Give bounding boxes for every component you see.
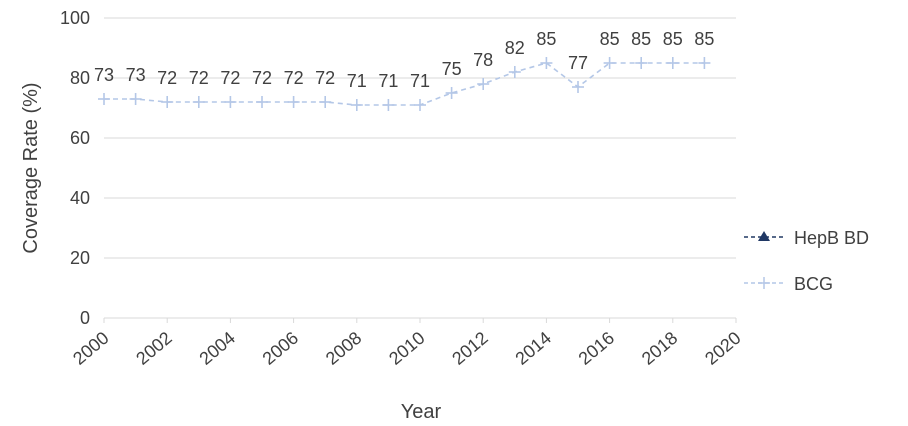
legend-label-hepb-bd: HepB BD: [794, 228, 869, 248]
grid-layer: [104, 17, 736, 319]
data-label: 72: [220, 68, 240, 88]
x-tick-label: 2004: [195, 328, 239, 369]
data-point: [414, 99, 426, 111]
legend-item-bcg: BCG: [744, 274, 833, 294]
x-tick-label: 2018: [638, 328, 682, 369]
data-label: 82: [505, 38, 525, 58]
x-tick-label: 2002: [132, 328, 176, 369]
data-label: 71: [347, 71, 367, 91]
data-label: 85: [600, 29, 620, 49]
legend-triangle-marker-icon: [758, 231, 770, 241]
x-tick-label: 2014: [511, 328, 555, 369]
data-label: 72: [252, 68, 272, 88]
data-point: [572, 81, 584, 93]
data-label: 78: [473, 50, 493, 70]
y-tick-label: 0: [80, 308, 90, 328]
x-tick-label: 2006: [259, 328, 303, 369]
data-point: [319, 96, 332, 108]
data-point: [161, 96, 174, 108]
y-tick-label: 100: [60, 8, 90, 28]
data-point: [508, 66, 521, 78]
data-point: [98, 93, 110, 105]
y-tick-label: 20: [70, 248, 90, 268]
data-point: [382, 99, 395, 111]
data-point: [192, 96, 205, 108]
data-point: [445, 87, 458, 99]
data-point: [350, 99, 363, 111]
x-tick-label: 2020: [701, 328, 745, 369]
data-label: 73: [126, 65, 146, 85]
series-layer: [98, 57, 711, 111]
data-point: [635, 57, 648, 69]
x-tick-label: 2008: [322, 328, 366, 369]
data-point: [256, 96, 268, 108]
legend: HepB BD BCG: [744, 228, 869, 294]
x-tick-label: 2010: [385, 328, 429, 369]
x-tick-label: 2016: [575, 328, 619, 369]
data-label-layer: 73 73 72 72 72 72 72 72 71 71 71 75 78 82 85 77 85 85 85 85: [94, 29, 714, 91]
data-label: 75: [442, 59, 462, 79]
y-tick-label: 60: [70, 128, 90, 148]
data-label: 71: [410, 71, 430, 91]
x-tick-label: 2012: [448, 328, 492, 369]
data-label: 85: [631, 29, 651, 49]
data-label: 72: [284, 68, 304, 88]
data-label: 72: [189, 68, 209, 88]
legend-item-hepb-bd: HepB BD: [744, 228, 869, 248]
data-label: 73: [94, 65, 114, 85]
data-label: 72: [315, 68, 335, 88]
legend-label-bcg: BCG: [794, 274, 833, 294]
data-point: [477, 78, 490, 90]
data-point: [540, 57, 553, 69]
data-point: [698, 57, 711, 69]
data-label: 72: [157, 68, 177, 88]
y-tick-label: 80: [70, 68, 90, 88]
data-point: [603, 57, 616, 69]
data-label: 85: [536, 29, 556, 49]
data-label: 77: [568, 53, 588, 73]
data-point: [129, 93, 142, 105]
x-axis-title: Year: [401, 401, 442, 423]
y-tick-label: 40: [70, 188, 90, 208]
y-axis-title: Coverage Rate (%): [20, 82, 42, 253]
data-point: [287, 96, 300, 108]
x-tick-label: 2000: [69, 328, 113, 369]
data-point: [224, 96, 237, 108]
data-point: [666, 57, 679, 69]
data-label: 85: [694, 29, 714, 49]
data-label: 85: [663, 29, 683, 49]
data-label: 71: [378, 71, 398, 91]
